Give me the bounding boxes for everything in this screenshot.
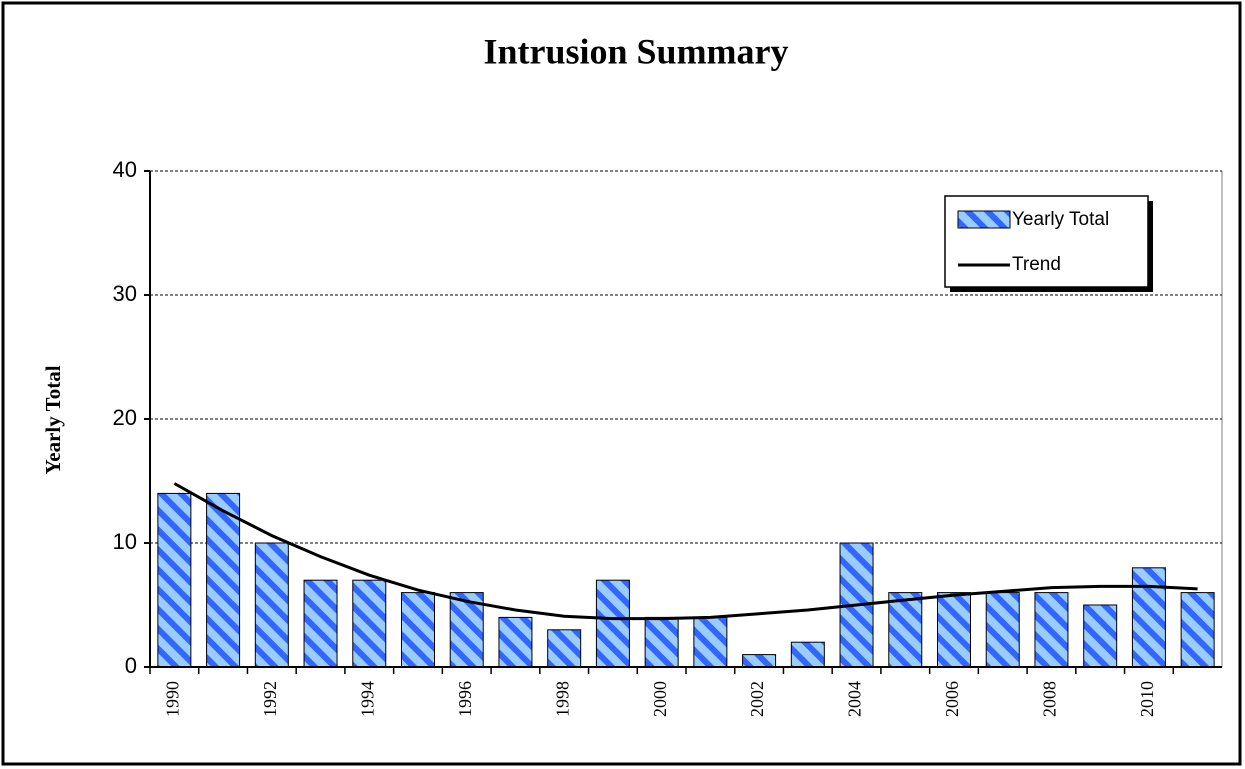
bar: [449, 592, 484, 668]
y-tick-label: 0: [125, 653, 137, 678]
bar: [985, 592, 1020, 668]
bar: [401, 592, 435, 668]
x-tick-label: 2008: [1040, 681, 1060, 717]
chart-title: Intrusion Summary: [483, 31, 788, 71]
x-tick-label: 2004: [845, 681, 865, 717]
bar: [254, 542, 289, 668]
x-tick-label: 2006: [942, 681, 962, 717]
bar: [888, 592, 923, 668]
bar: [1180, 592, 1215, 668]
x-tick-label: 2002: [747, 681, 767, 717]
bar: [595, 579, 630, 668]
trend-line: [173, 482, 1198, 621]
x-tick-label: 1990: [162, 681, 182, 717]
bar: [1034, 592, 1069, 668]
x-tick-label: 1994: [357, 681, 377, 717]
y-tick-label: 30: [113, 281, 137, 306]
bar: [303, 579, 338, 668]
bar: [206, 492, 241, 668]
x-tick-label: 2010: [1137, 681, 1157, 717]
bar: [937, 592, 971, 668]
y-axis-label: Yearly Total: [41, 365, 65, 474]
bar: [1083, 604, 1118, 668]
bar: [644, 616, 679, 668]
x-tick-label: 1998: [552, 681, 572, 717]
legend-label: Yearly Total: [1012, 209, 1109, 230]
bar: [790, 641, 825, 668]
y-tick-label: 20: [113, 405, 137, 430]
legend-label: Trend: [1012, 254, 1061, 275]
bar: [547, 629, 582, 668]
bar: [742, 654, 777, 668]
x-tick-label: 1996: [455, 681, 475, 717]
x-tick-label: 2000: [650, 681, 670, 717]
x-tick-label: 1992: [260, 681, 280, 717]
bar: [352, 579, 387, 668]
bar: [1131, 567, 1166, 668]
bar: [693, 616, 728, 668]
bar: [498, 616, 533, 668]
legend-swatch: [957, 210, 1011, 229]
y-tick-label: 40: [113, 157, 137, 182]
bar: [157, 492, 192, 668]
y-tick-label: 10: [113, 529, 137, 554]
